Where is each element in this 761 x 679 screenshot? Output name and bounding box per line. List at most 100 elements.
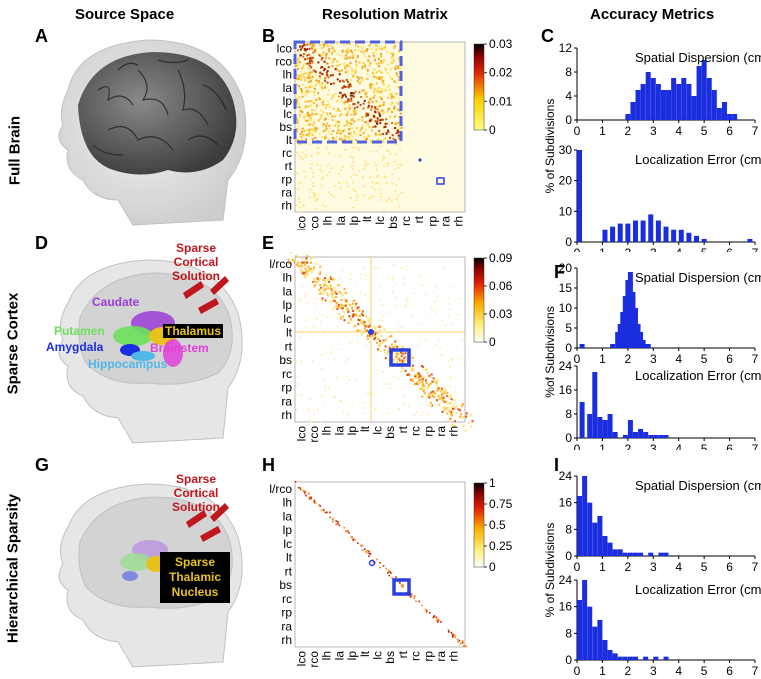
row-label: lp — [283, 94, 293, 108]
matrix-cell — [299, 132, 302, 135]
matrix-cell — [377, 65, 380, 68]
matrix-cell — [376, 369, 378, 372]
matrix-cell — [343, 124, 346, 127]
matrix-cell — [391, 101, 394, 104]
x-tick-label: 2 — [625, 246, 632, 252]
matrix-cell — [343, 101, 346, 104]
bar — [579, 402, 585, 438]
matrix-cell — [303, 47, 306, 50]
matrix-cell — [383, 328, 386, 331]
matrix-cell — [329, 516, 332, 518]
bar — [653, 656, 659, 660]
matrix-cell — [316, 147, 319, 150]
matrix-cell — [414, 375, 417, 378]
matrix-cell — [349, 78, 352, 81]
matrix-cell — [337, 69, 340, 72]
matrix-cell — [314, 130, 317, 133]
matrix-cell — [302, 73, 305, 76]
matrix-cell — [355, 139, 358, 142]
matrix-cell — [309, 261, 312, 264]
matrix-cell — [318, 504, 321, 506]
matrix-cell — [324, 299, 327, 302]
matrix-cell — [301, 261, 304, 264]
matrix-cell — [299, 135, 302, 138]
matrix-cell — [401, 359, 404, 362]
matrix-cell — [301, 257, 304, 260]
matrix-cell — [344, 57, 347, 60]
y-axis-label: % of Subdivisions — [543, 99, 557, 194]
matrix-cell — [318, 288, 321, 291]
matrix-subcortical-highlight — [436, 177, 445, 185]
matrix-cell — [395, 42, 398, 45]
matrix-cell — [318, 98, 321, 101]
matrix-cell — [398, 109, 401, 112]
matrix-cell — [367, 325, 370, 328]
matrix-cell — [370, 129, 373, 132]
bar — [602, 420, 608, 438]
matrix-cell — [372, 328, 374, 330]
matrix-cell — [297, 63, 300, 66]
x-tick-label: 1 — [599, 124, 606, 138]
matrix-cell — [350, 122, 353, 125]
matrix-cell — [358, 149, 361, 151]
matrix-cell — [363, 279, 366, 281]
matrix-cell — [361, 320, 364, 323]
matrix-cell — [380, 88, 383, 91]
matrix-cell — [308, 62, 311, 65]
matrix-cell — [346, 71, 349, 74]
matrix-cell — [304, 493, 306, 495]
matrix-cell — [425, 379, 428, 382]
matrix-cell — [384, 47, 387, 50]
matrix-cell — [321, 261, 324, 263]
matrix-cell — [333, 50, 336, 53]
matrix-cell — [391, 577, 393, 579]
matrix-cell — [338, 291, 341, 294]
matrix-cell — [450, 323, 452, 326]
matrix-cell — [452, 404, 455, 406]
matrix-cell — [394, 190, 397, 192]
matrix-cell — [295, 386, 298, 388]
bar — [602, 640, 608, 660]
matrix-cell — [304, 72, 307, 75]
matrix-cell — [363, 267, 366, 269]
matrix-cell — [467, 421, 470, 424]
matrix-cell — [376, 182, 379, 184]
matrix-cell — [433, 308, 436, 311]
matrix-cell — [388, 386, 391, 389]
hippocampus-region — [131, 351, 155, 361]
matrix-cell — [322, 43, 325, 46]
bar — [602, 536, 608, 556]
col-label: rc — [409, 426, 423, 436]
matrix-cell — [296, 151, 299, 154]
matrix-cell — [329, 285, 332, 288]
x-tick-label: 3 — [650, 560, 657, 574]
matrix-cell — [361, 47, 364, 50]
matrix-cell — [373, 333, 375, 336]
matrix-cell — [334, 68, 337, 71]
matrix-cell — [364, 322, 367, 325]
matrix-cell — [330, 193, 333, 196]
matrix-cell — [299, 487, 302, 489]
col-label: la — [332, 426, 346, 436]
matrix-cell — [309, 99, 312, 102]
matrix-cell — [329, 283, 332, 286]
matrix-cell — [374, 89, 377, 92]
matrix-cell — [346, 358, 349, 361]
matrix-cell — [444, 390, 447, 393]
matrix-cell — [311, 56, 314, 59]
bar — [660, 90, 666, 120]
matrix-cell — [397, 167, 400, 169]
matrix-cell — [323, 67, 326, 70]
matrix-cell — [377, 86, 380, 89]
matrix-cell — [314, 262, 317, 265]
matrix-cell — [353, 120, 356, 123]
matrix-cell — [432, 616, 435, 618]
col-label: la — [334, 216, 348, 226]
matrix-cell — [368, 555, 370, 558]
matrix-cell — [327, 191, 330, 194]
matrix-cell — [436, 379, 439, 382]
bar — [627, 552, 633, 556]
matrix-cell — [328, 50, 331, 53]
matrix-cell — [307, 123, 310, 126]
matrix-cell — [346, 111, 349, 114]
